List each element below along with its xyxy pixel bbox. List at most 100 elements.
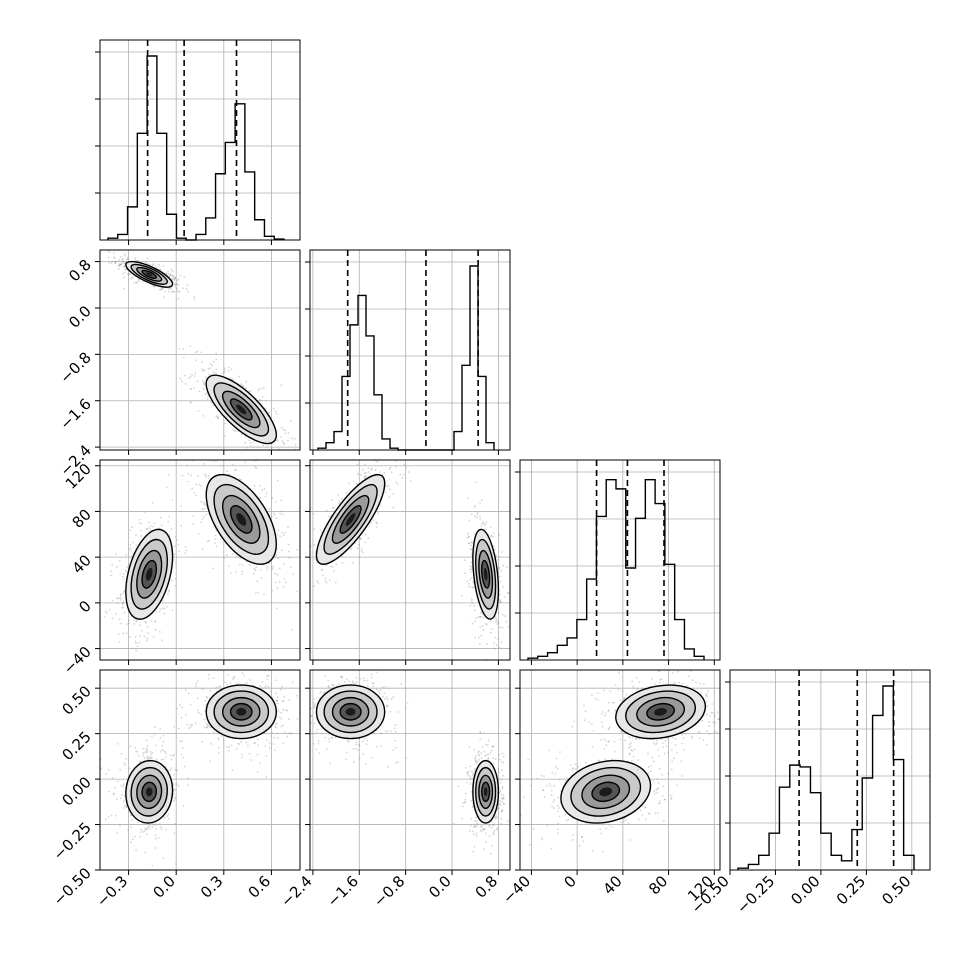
sample-point <box>111 617 114 620</box>
sample-point <box>126 256 129 259</box>
axes-frame <box>99 39 301 241</box>
sample-point <box>145 739 148 742</box>
sample-point <box>466 771 469 774</box>
sample-point <box>217 457 219 459</box>
sample-point <box>204 710 206 713</box>
sample-point <box>388 468 391 471</box>
sample-point <box>487 753 490 756</box>
sample-point <box>357 749 359 751</box>
sample-point <box>137 754 140 757</box>
sample-point <box>165 752 167 755</box>
sample-point <box>115 566 118 568</box>
sample-point <box>502 755 505 758</box>
sample-point <box>145 827 148 830</box>
sample-point <box>501 752 504 755</box>
sample-point <box>172 799 175 802</box>
sample-point <box>234 469 237 472</box>
sample-point <box>168 589 171 592</box>
sample-point <box>376 460 379 463</box>
sample-point <box>492 824 494 827</box>
sample-point <box>484 755 487 757</box>
sample-point <box>326 748 329 750</box>
sample-point <box>304 721 306 723</box>
sample-point <box>163 612 166 615</box>
sample-point <box>474 758 477 760</box>
x-tick-label: 0.6 <box>245 872 275 902</box>
sample-point <box>373 519 375 522</box>
sample-point <box>345 491 347 494</box>
sample-point <box>107 790 110 793</box>
sample-point <box>105 773 108 776</box>
sample-point <box>108 251 111 253</box>
sample-point <box>125 571 128 573</box>
sample-point <box>313 704 316 707</box>
sample-point <box>167 593 169 596</box>
sample-point <box>635 737 638 740</box>
sample-point <box>114 261 117 264</box>
sample-point <box>473 833 475 836</box>
sample-point <box>474 756 476 759</box>
sample-point <box>287 432 290 434</box>
sample-point <box>671 760 674 763</box>
sample-point <box>484 828 487 831</box>
sample-point <box>481 624 484 627</box>
sample-point <box>485 521 488 524</box>
sample-point <box>122 800 125 803</box>
sample-point <box>202 462 205 465</box>
sample-point <box>131 819 133 822</box>
sample-point <box>205 703 207 706</box>
sample-point <box>174 796 177 799</box>
sample-point <box>239 557 242 560</box>
sample-point <box>203 508 205 510</box>
sample-point <box>143 757 146 759</box>
sample-point <box>375 745 378 748</box>
sample-point <box>479 634 482 637</box>
sample-point <box>469 782 472 785</box>
sample-point <box>209 367 212 370</box>
density-fill <box>345 513 356 526</box>
sample-point <box>167 270 169 273</box>
sample-point <box>476 760 479 763</box>
sample-point <box>118 264 121 267</box>
sample-point <box>146 826 149 829</box>
sample-point <box>294 443 297 446</box>
sample-point <box>355 676 358 679</box>
sample-point <box>275 699 278 702</box>
sample-point <box>146 749 149 751</box>
sample-point <box>216 416 219 419</box>
sample-point <box>499 601 502 604</box>
sample-point <box>228 565 230 568</box>
sample-point <box>231 553 234 555</box>
sample-point <box>490 535 493 538</box>
sample-point <box>113 256 116 259</box>
sample-point <box>108 608 111 611</box>
sample-point <box>252 441 255 444</box>
sample-point <box>281 700 284 703</box>
sample-point <box>110 574 113 577</box>
sample-point <box>338 500 341 503</box>
density-fill <box>145 567 153 581</box>
sample-point <box>466 497 469 500</box>
sample-point <box>120 596 123 599</box>
sample-point <box>179 740 182 743</box>
sample-point <box>310 715 313 718</box>
sample-point <box>370 757 373 760</box>
sample-point <box>474 481 477 483</box>
density-fill <box>345 707 356 716</box>
sample-point <box>283 534 285 537</box>
contour-line <box>315 684 386 740</box>
sample-point <box>202 379 204 382</box>
sample-point <box>150 757 153 760</box>
sample-point <box>121 606 124 609</box>
sample-point <box>282 699 285 702</box>
sample-point <box>220 735 222 737</box>
sample-point <box>134 746 137 749</box>
sample-point <box>218 685 221 688</box>
sample-point <box>628 753 631 756</box>
sample-point <box>83 244 85 246</box>
sample-point <box>498 807 500 809</box>
sample-point <box>280 435 283 438</box>
x-tick-label: 0.25 <box>833 872 869 908</box>
sample-point <box>500 822 502 825</box>
sample-point <box>119 255 122 258</box>
